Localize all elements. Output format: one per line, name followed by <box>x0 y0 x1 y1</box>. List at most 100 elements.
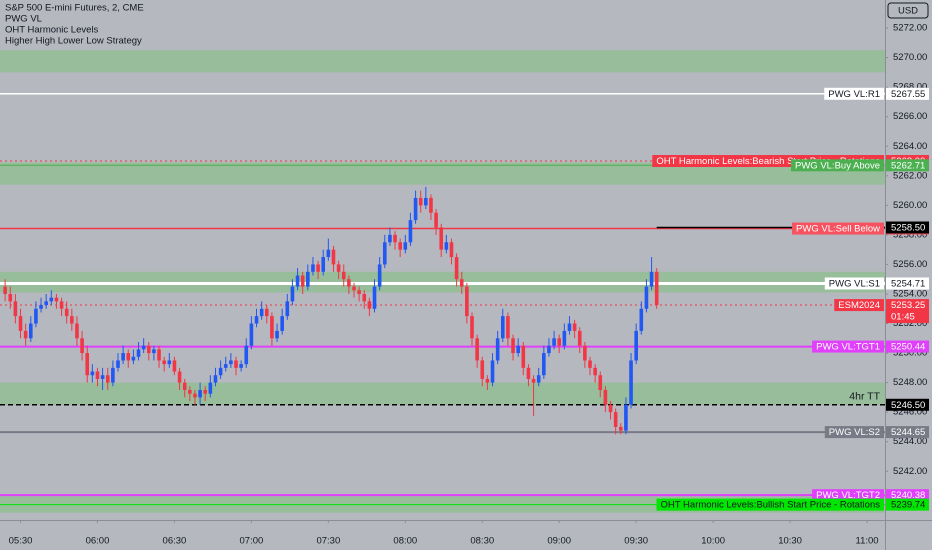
candle-body <box>403 242 408 250</box>
candle-body <box>459 279 464 287</box>
candle-body <box>475 338 479 361</box>
candle-body <box>331 249 336 265</box>
y-tick-label: 5250.00 <box>893 348 927 359</box>
candle-body <box>644 286 649 309</box>
level-name: PWG VL:Buy Above <box>795 160 880 171</box>
price-label-box <box>886 277 929 290</box>
price-label-box <box>886 498 929 511</box>
candle-body <box>203 390 208 394</box>
candle-body <box>316 264 320 272</box>
x-tick-label: 06:30 <box>163 536 187 547</box>
candle-body <box>23 330 28 339</box>
price-label-box <box>886 340 929 353</box>
candle-body <box>259 308 264 317</box>
candle-body <box>516 345 520 354</box>
currency-button[interactable] <box>887 2 929 19</box>
candle-body <box>90 371 95 376</box>
candle-body <box>34 308 38 324</box>
candle-body <box>126 353 131 361</box>
y-tick-label: 5262.00 <box>893 170 927 181</box>
candle-body <box>542 353 546 376</box>
candle-body <box>608 404 613 413</box>
candle-body <box>434 212 438 228</box>
candle-body <box>213 375 218 383</box>
indicator-name: OHT Harmonic Levels <box>5 25 99 36</box>
level-name: PWG VL:S1 <box>829 279 880 290</box>
level-name-box <box>792 222 884 235</box>
level-name-box <box>656 498 884 511</box>
price-label: 5239.74 <box>891 500 925 511</box>
level-name: PWG VL:TGT2 <box>816 490 880 501</box>
candle-body <box>352 286 356 291</box>
level-name: 4hr TT <box>849 391 880 403</box>
level-name: PWG VL:TGT1 <box>816 342 880 353</box>
candle-body <box>249 323 254 346</box>
y-tick-label: 5252.00 <box>893 318 927 329</box>
candle-body <box>362 293 367 302</box>
candle-body <box>146 345 151 354</box>
candle-body <box>547 345 551 354</box>
candle-body <box>136 349 141 357</box>
candle-body <box>75 323 79 339</box>
candle-body <box>444 242 449 250</box>
candle-body <box>593 367 597 376</box>
candle-body <box>454 257 459 280</box>
y-tick-label: 5242.00 <box>893 466 927 477</box>
candle-body <box>270 316 274 339</box>
candle-body <box>465 286 469 317</box>
candle-body <box>275 330 279 339</box>
candle-body <box>141 345 146 350</box>
price-label: 5253.25 <box>891 300 925 311</box>
candle-body <box>480 360 485 379</box>
countdown-label: 01:45 <box>891 312 915 323</box>
candle-body <box>182 382 187 390</box>
currency-label[interactable]: USD <box>898 6 918 17</box>
candle-body <box>654 271 659 306</box>
candle-body <box>131 356 136 361</box>
candle-body <box>188 390 192 394</box>
candle-body <box>413 197 418 221</box>
candle-body <box>100 375 105 379</box>
y-tick-label: 5268.00 <box>893 82 927 93</box>
price-label-box <box>886 426 929 439</box>
candle-body <box>193 393 197 398</box>
candle-body <box>495 338 500 361</box>
candle-body <box>649 271 654 287</box>
candle-body <box>531 378 536 383</box>
candle-body <box>439 227 444 250</box>
candle-body <box>70 316 74 324</box>
candle-body <box>485 378 490 383</box>
candle-body <box>223 364 228 368</box>
candle-body <box>429 197 433 213</box>
candle-body <box>172 360 177 372</box>
y-tick-label: 5248.00 <box>893 377 927 388</box>
candle-body <box>234 360 238 368</box>
candle-body <box>634 330 638 361</box>
candle-body <box>116 360 120 368</box>
price-label: 5246.50 <box>891 400 925 411</box>
candle-body <box>95 371 100 379</box>
candle-body <box>398 242 402 250</box>
level-name-box <box>812 489 884 502</box>
candle-body <box>382 242 387 265</box>
zone <box>0 162 885 185</box>
x-tick-label: 08:30 <box>470 536 494 547</box>
candle-body <box>321 257 326 272</box>
price-label: 5267.55 <box>891 89 925 100</box>
price-label-box <box>886 221 929 234</box>
candle-body <box>39 305 43 309</box>
price-label: 5240.38 <box>891 490 925 501</box>
candle-body <box>85 353 90 376</box>
y-tick-label: 5270.00 <box>893 52 927 63</box>
y-tick-label: 5260.00 <box>893 200 927 211</box>
level-name: OHT Harmonic Levels:Bullish Start Price … <box>661 500 881 511</box>
candle-body <box>264 308 269 317</box>
x-tick-label: 09:30 <box>624 536 648 547</box>
candle-body <box>624 404 628 431</box>
candle-body <box>306 271 310 287</box>
candle-body <box>470 316 474 339</box>
x-tick-label: 10:30 <box>778 536 802 547</box>
candle-body <box>162 360 166 365</box>
x-tick-label: 07:30 <box>316 536 340 547</box>
candle-body <box>583 345 587 361</box>
